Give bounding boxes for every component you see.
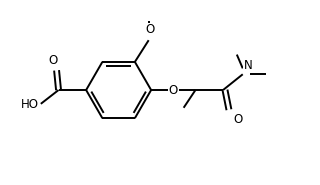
Text: O: O — [233, 113, 242, 126]
Text: O: O — [48, 54, 58, 67]
Text: N: N — [244, 59, 252, 72]
Text: HO: HO — [21, 98, 39, 111]
Text: O: O — [169, 84, 178, 97]
Text: O: O — [145, 23, 154, 36]
